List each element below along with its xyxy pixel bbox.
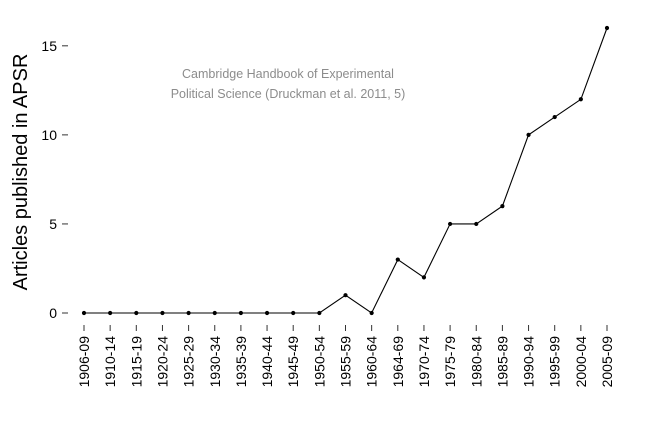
data-point (317, 310, 322, 316)
x-tick-label: 1935-39 (233, 336, 249, 388)
x-tick-label: 1964-69 (390, 336, 406, 388)
y-axis: 0 5 10 15 (41, 38, 68, 321)
data-point (264, 310, 270, 316)
x-axis: 1906-09 1910-14 1915-19 1920-24 1925-29 1930-… (76, 325, 615, 387)
y-axis-title: Articles published in APSR (10, 54, 32, 291)
data-point (134, 310, 139, 316)
data-point (395, 257, 400, 262)
x-tick-label: 1915-19 (128, 336, 144, 388)
data-point (500, 204, 505, 209)
data-point (160, 310, 165, 316)
data-point (343, 293, 348, 298)
data-point (186, 310, 191, 316)
series-articles (81, 25, 610, 316)
x-tick-label: 1920-24 (154, 336, 170, 388)
data-point (526, 132, 531, 137)
x-tick-label: 1945-49 (285, 336, 301, 388)
x-tick-label: 1906-09 (76, 336, 92, 388)
data-point (578, 97, 583, 102)
y-tick-label: 5 (49, 216, 57, 232)
data-point (291, 310, 296, 316)
annotation-line-2: Political Science (Druckman et al. 2011,… (171, 87, 406, 101)
x-tick-label: 1990-94 (521, 336, 537, 388)
annotation-line-1: Cambridge Handbook of Experimental (182, 67, 394, 81)
x-tick-label: 1955-59 (338, 336, 354, 388)
data-point (474, 221, 479, 227)
x-tick-label: 1950-54 (311, 336, 327, 388)
data-point (421, 275, 427, 280)
x-tick-label: 1995-99 (547, 336, 563, 388)
data-point (81, 310, 87, 316)
data-point (212, 310, 217, 316)
data-point (604, 25, 610, 31)
x-tick-label: 1970-74 (416, 336, 432, 388)
y-tick-label: 15 (41, 38, 57, 54)
x-tick-label: 1985-89 (494, 336, 510, 388)
x-tick-label: 1910-14 (102, 336, 118, 388)
data-point (108, 310, 113, 316)
x-tick-label: 1930-34 (207, 336, 223, 388)
y-tick-label: 10 (41, 127, 57, 143)
data-point (369, 310, 374, 316)
data-point (552, 114, 557, 120)
x-tick-label: 1975-79 (442, 336, 458, 388)
x-tick-label: 2000-04 (573, 336, 589, 388)
x-tick-label: 2005-09 (599, 336, 615, 388)
x-tick-label: 1940-44 (259, 336, 275, 388)
x-tick-label: 1980-84 (468, 336, 484, 388)
x-tick-label: 1960-64 (364, 336, 380, 388)
data-point (448, 221, 453, 227)
data-point (238, 310, 243, 316)
x-tick-label: 1925-29 (181, 336, 197, 388)
y-tick-label: 0 (49, 305, 57, 321)
